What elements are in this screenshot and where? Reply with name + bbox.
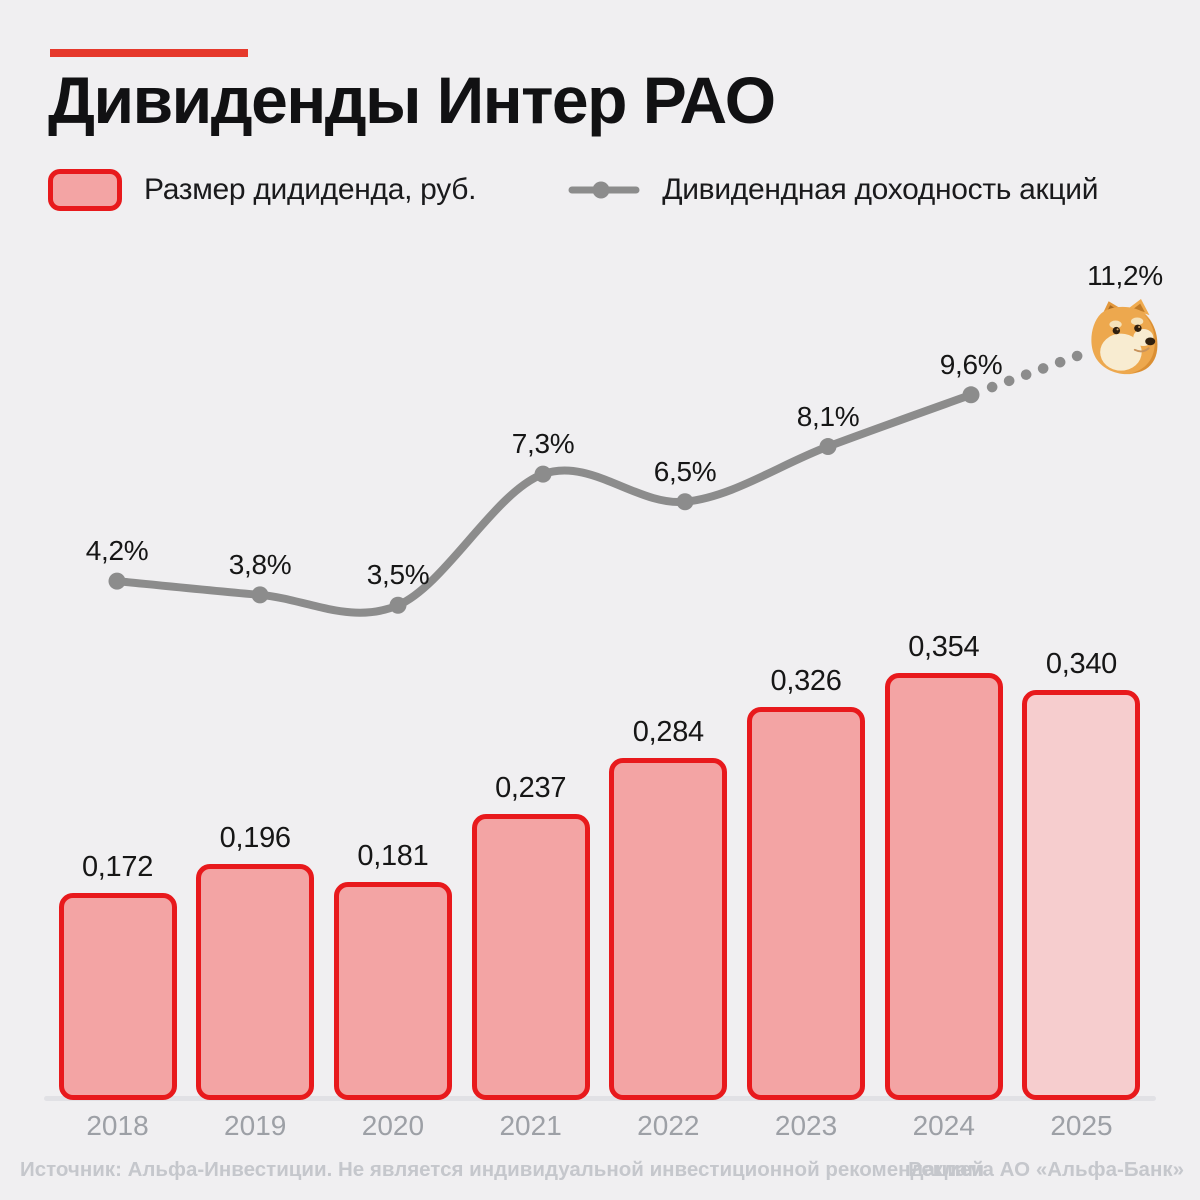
legend-item-dividend-yield: Дивидендная доходность акций [568,173,1098,207]
footer: Источник: Альфа-Инвестиции. Не является … [0,1158,1200,1192]
yield-point-2020 [389,596,407,614]
yield-point-2021 [534,465,552,483]
page-title: Дивиденды Интер РАО [48,63,776,137]
yield-label-2023: 8,1% [796,400,860,432]
x-tick-2022: 2022 [637,1110,700,1141]
bar-2024 [884,673,1003,1100]
line-legend-label: Дивидендная доходность акций [662,173,1099,206]
bar-2025 [1022,690,1141,1100]
yield-point-2023 [819,438,837,456]
bar-legend-label: Размер дидиденда, руб. [144,173,477,206]
yield-label-2021: 7,3% [511,428,575,460]
doge-icon [1091,299,1158,375]
yield-label-2022: 6,5% [653,455,717,487]
yield-point-markers [108,386,980,614]
legend-item-dividend-size: Размер дидиденда, руб. [48,169,477,211]
bar-2020 [333,882,452,1100]
x-tick-2025: 2025 [1050,1110,1113,1141]
x-tick-2019: 2019 [224,1110,287,1141]
bar-value-2020: 0,181 [357,840,429,872]
yield-label-2020: 3,5% [366,559,430,591]
yield-point-2024 [962,386,980,404]
x-tick-2024: 2024 [912,1110,975,1141]
ad-note: Реклама АО «Альфа-Банк» [908,1158,1184,1181]
yield-label-2019: 3,8% [228,548,292,580]
yield-label-2024: 9,6% [939,348,1003,380]
bar-2021 [471,814,590,1100]
line-legend-swatch [568,179,640,201]
bar-legend-swatch [48,169,122,211]
yield-point-2018 [108,572,126,590]
bar-value-2024: 0,354 [908,631,980,663]
source-note: Источник: Альфа-Инвестиции. Не является … [20,1158,985,1181]
bar-value-2019: 0,196 [219,822,291,854]
yield-point-2022 [676,493,694,511]
bar-value-2018: 0,172 [81,851,154,883]
legend: Размер дидиденда, руб. Дивидендная доход… [48,166,1152,214]
bar-2019 [196,864,315,1100]
yield-point-2019 [251,586,269,604]
bar-2023 [747,707,866,1100]
bar-2022 [609,758,728,1100]
x-tick-2023: 2023 [774,1110,838,1141]
bar-value-2021: 0,237 [495,772,567,804]
bar-value-2022: 0,284 [632,716,704,748]
yield-label-2025: 11,2% [1087,260,1163,291]
x-axis-line [44,1096,1156,1101]
bar-2018 [58,893,177,1100]
x-tick-2020: 2020 [361,1110,425,1141]
x-tick-2021: 2021 [499,1110,562,1141]
title-accent-bar [50,49,248,57]
bar-value-2023: 0,326 [770,665,842,697]
bar-value-2025: 0,340 [1045,648,1118,680]
x-tick-2018: 2018 [86,1110,149,1141]
yield-label-2018: 4,2% [85,535,149,567]
